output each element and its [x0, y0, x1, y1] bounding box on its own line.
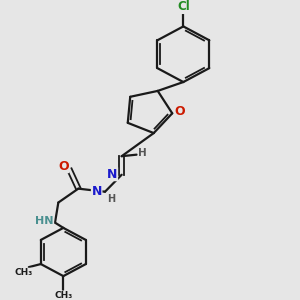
Text: N: N [92, 184, 102, 198]
Text: O: O [58, 160, 69, 172]
Text: CH₃: CH₃ [54, 291, 73, 300]
Text: HN: HN [35, 216, 54, 226]
Text: H: H [107, 194, 115, 203]
Text: H: H [138, 148, 147, 158]
Text: O: O [175, 105, 185, 118]
Text: Cl: Cl [177, 0, 190, 14]
Text: N: N [107, 168, 118, 181]
Text: CH₃: CH₃ [14, 268, 32, 277]
